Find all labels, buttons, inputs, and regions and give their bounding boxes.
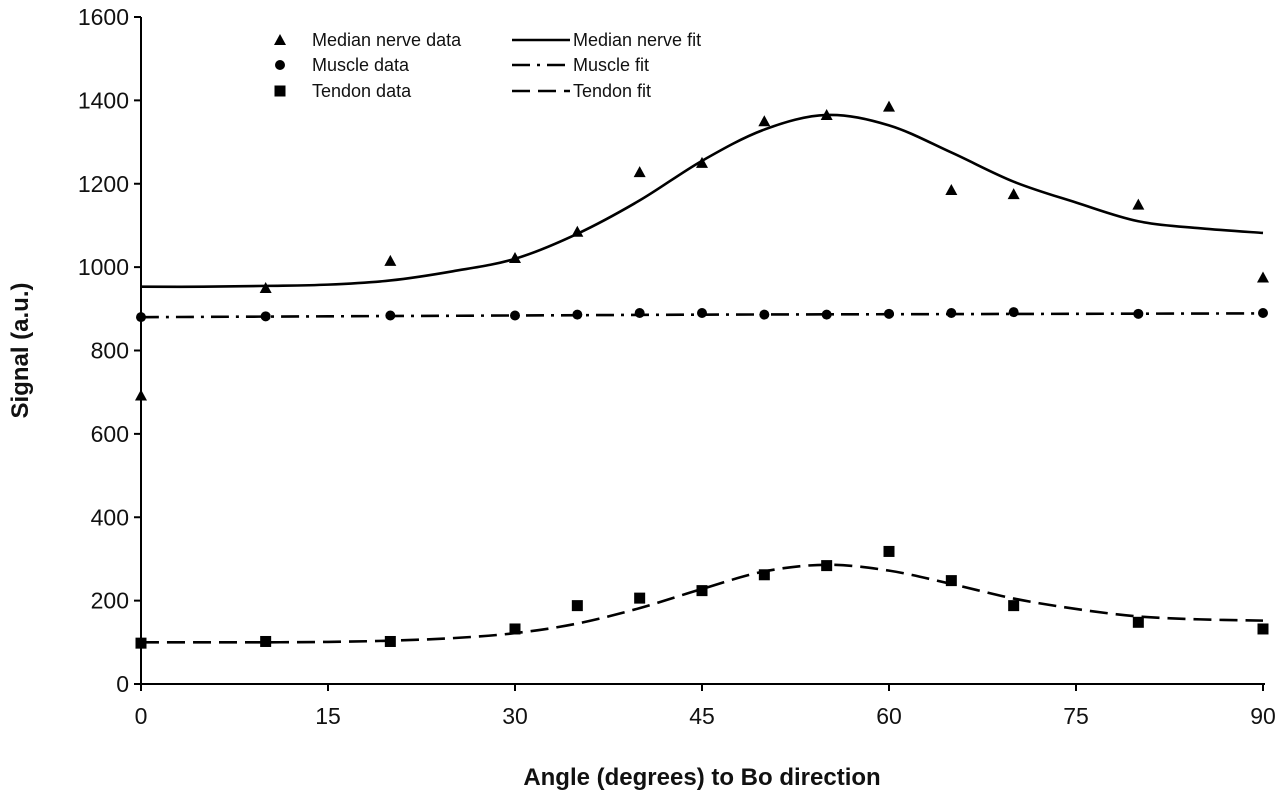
x-tick-label-75: 75 <box>1063 703 1089 729</box>
x-axis-title: Angle (degrees) to Bo direction <box>523 764 880 791</box>
legend-marker-tendon-data <box>274 85 286 97</box>
series-tendon-data <box>135 545 1269 649</box>
legend: Median nerve data Muscle data Tendon data M… <box>274 30 701 101</box>
data-point-muscle-data-5 <box>634 307 645 318</box>
series-median-nerve-data <box>135 100 1269 401</box>
data-point-tendon-data-3 <box>509 623 521 635</box>
data-point-median-nerve-data-6 <box>696 156 708 168</box>
data-point-tendon-data-13 <box>1257 623 1269 635</box>
y-tick-label-800: 800 <box>91 338 129 364</box>
x-tick-label-90: 90 <box>1250 703 1276 729</box>
legend-label-muscle-fit: Muscle fit <box>573 55 649 75</box>
data-point-muscle-data-3 <box>510 310 520 321</box>
data-point-tendon-data-5 <box>634 592 646 604</box>
y-tick-label-1400: 1400 <box>78 87 129 113</box>
data-point-median-nerve-data-10 <box>945 184 958 196</box>
legend-label-tendon-fit: Tendon fit <box>573 81 651 101</box>
data-point-median-nerve-data-13 <box>1257 271 1269 283</box>
data-point-muscle-data-11 <box>1008 307 1019 318</box>
legend-item-median-nerve-fit: Median nerve fit <box>512 30 701 50</box>
legend-marker-muscle-data <box>275 60 285 70</box>
series-layer <box>135 100 1269 649</box>
legend-item-tendon-fit: Tendon fit <box>512 81 651 101</box>
data-point-median-nerve-data-0 <box>135 389 147 401</box>
legend-item-tendon-data: Tendon data <box>274 81 412 101</box>
data-point-tendon-data-11 <box>1008 600 1020 612</box>
axes: 0 15 30 45 60 75 90 0 200 400 600 800 1000 1200 1400 16… <box>78 4 1276 729</box>
series-median-nerve-fit <box>140 113 1264 289</box>
data-point-tendon-data-10 <box>945 575 957 587</box>
x-tick-label-60: 60 <box>876 703 902 729</box>
x-tick-label-0: 0 <box>135 703 148 729</box>
legend-label-median-nerve-fit: Median nerve fit <box>573 30 701 50</box>
data-point-muscle-data-13 <box>1258 307 1268 318</box>
data-point-median-nerve-data-9 <box>883 100 895 112</box>
data-point-tendon-data-7 <box>758 569 770 581</box>
y-tick-label-1200: 1200 <box>78 171 129 197</box>
y-tick-label-1000: 1000 <box>78 254 129 280</box>
data-point-median-nerve-data-5 <box>633 166 646 178</box>
data-point-tendon-data-6 <box>696 585 708 597</box>
data-point-tendon-data-9 <box>883 545 895 557</box>
data-point-muscle-data-8 <box>821 309 832 320</box>
data-point-median-nerve-data-1 <box>259 281 272 293</box>
legend-item-muscle-fit: Muscle fit <box>512 55 649 75</box>
data-point-muscle-data-6 <box>697 307 707 318</box>
y-tick-label-200: 200 <box>91 588 129 614</box>
data-point-muscle-data-1 <box>260 311 271 322</box>
legend-label-tendon-data: Tendon data <box>312 81 412 101</box>
y-tick-label-600: 600 <box>91 421 129 447</box>
data-point-median-nerve-data-2 <box>384 254 397 266</box>
legend-item-median-nerve-data: Median nerve data <box>274 30 462 50</box>
data-point-median-nerve-data-11 <box>1007 188 1020 200</box>
data-point-tendon-data-4 <box>571 600 583 612</box>
data-point-tendon-data-12 <box>1132 616 1144 628</box>
legend-item-muscle-data: Muscle data <box>275 55 410 75</box>
x-tick-label-30: 30 <box>502 703 528 729</box>
legend-marker-median-nerve-data <box>274 34 286 45</box>
x-tick-label-45: 45 <box>689 703 715 729</box>
data-point-median-nerve-data-7 <box>758 115 771 127</box>
series-tendon-fit <box>141 563 1264 644</box>
series-muscle-fit <box>140 312 1264 319</box>
fit-line-median-nerve-fit <box>140 113 1264 289</box>
data-point-median-nerve-data-12 <box>1132 198 1145 210</box>
legend-label-median-nerve-data: Median nerve data <box>312 30 462 50</box>
y-axis-title: Signal (a.u.) <box>7 282 34 418</box>
fit-line-muscle-fit <box>140 312 1264 319</box>
y-tick-label-0: 0 <box>116 671 129 697</box>
legend-label-muscle-data: Muscle data <box>312 55 410 75</box>
data-point-tendon-data-1 <box>260 635 272 647</box>
data-point-muscle-data-7 <box>759 309 770 320</box>
y-tick-label-1600: 1600 <box>78 4 129 30</box>
data-point-tendon-data-8 <box>821 560 833 572</box>
x-tick-label-15: 15 <box>315 703 341 729</box>
fit-line-tendon-fit <box>141 563 1264 644</box>
y-tick-label-400: 400 <box>91 504 129 530</box>
